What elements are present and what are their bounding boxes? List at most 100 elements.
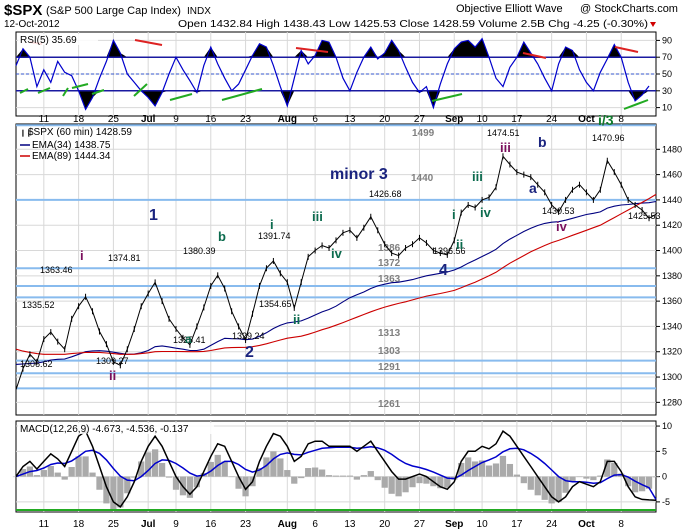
macd-y-tick-label: -5 bbox=[662, 497, 670, 507]
x-tick-label-top: 8 bbox=[618, 114, 624, 125]
price-y-tick-label: 1360 bbox=[662, 296, 682, 306]
macd-histogram-bar bbox=[256, 468, 263, 477]
macd-histogram-bar bbox=[318, 469, 326, 477]
price-level-label: 1261 bbox=[378, 399, 401, 410]
symbol-title: $SPX bbox=[4, 2, 42, 19]
price-y-tick-label: 1380 bbox=[662, 271, 682, 281]
x-tick-label-bottom: 10 bbox=[477, 519, 489, 530]
price-level-label: 1386 bbox=[378, 243, 401, 254]
macd-y-tick-label: 0 bbox=[662, 472, 667, 482]
macd-histogram-bar bbox=[221, 461, 228, 477]
macd-histogram-bar bbox=[263, 457, 270, 477]
macd-histogram-bar bbox=[499, 455, 507, 477]
divergence-line-green bbox=[71, 83, 89, 89]
price-annotation: 1335.52 bbox=[22, 300, 55, 310]
macd-histogram-bar bbox=[360, 475, 367, 477]
price-annotation: ii bbox=[456, 237, 463, 252]
ema34-line bbox=[15, 200, 657, 365]
chart-header: $SPX (S&P 500 Large Cap Index) INDX Obje… bbox=[4, 2, 678, 30]
price-y-tick-label: 1480 bbox=[662, 144, 682, 154]
divergence-line-green bbox=[431, 93, 463, 102]
divergence-line-green bbox=[221, 88, 263, 101]
price-annotation: 1396.56 bbox=[433, 246, 466, 256]
macd-histogram-bar bbox=[12, 476, 20, 478]
macd-histogram-bar bbox=[367, 471, 374, 477]
macd-histogram-bar bbox=[492, 463, 500, 477]
macd-histogram-bar bbox=[583, 476, 590, 479]
x-tick-label-top: 16 bbox=[205, 114, 217, 125]
price-level-label: 1363 bbox=[378, 274, 401, 285]
rsi-panel: 10 30 50 70 90 RSI(5) 35.69 bbox=[15, 31, 672, 117]
macd-histogram-bar bbox=[374, 476, 381, 481]
macd-histogram-bar bbox=[416, 476, 423, 484]
brand-label: Objective Elliott Wave bbox=[456, 3, 563, 15]
macd-histogram-bar bbox=[103, 476, 110, 504]
macd-histogram-bar bbox=[82, 456, 89, 477]
divergence-line-green bbox=[623, 99, 649, 110]
macd-histogram-bar bbox=[158, 462, 166, 477]
divergence-line-green bbox=[133, 83, 148, 97]
rsi-y-tick-label: 50 bbox=[662, 69, 672, 79]
price-y-tick-label: 1460 bbox=[662, 170, 682, 180]
price-annotation: b bbox=[538, 134, 547, 150]
price-annotation: 1306.62 bbox=[20, 359, 53, 369]
divergence-line-green bbox=[169, 93, 193, 101]
x-tick-label-bottom: 17 bbox=[511, 519, 523, 530]
macd-histogram-bar bbox=[562, 476, 569, 493]
macd-histogram-bar bbox=[124, 476, 131, 494]
x-tick-label-top: 23 bbox=[240, 114, 252, 125]
macd-histogram-bar bbox=[332, 475, 340, 477]
macd-histogram-bar bbox=[444, 476, 451, 488]
price-level-label: 1303 bbox=[378, 346, 401, 357]
price-annotation: 2 bbox=[245, 344, 254, 361]
macd-histogram-bar bbox=[409, 476, 416, 488]
x-tick-label-top: 27 bbox=[414, 114, 426, 125]
x-tick-label-top: Aug bbox=[278, 114, 297, 125]
macd-histogram-bar bbox=[75, 456, 82, 477]
macd-histogram-bar bbox=[298, 476, 305, 479]
macd-histogram-bar bbox=[284, 470, 291, 477]
macd-histogram-bar bbox=[485, 465, 493, 477]
x-axis-labels: 111118182525JulJul9916162323AugAug661313… bbox=[39, 114, 625, 530]
macd-histogram-bar bbox=[478, 460, 486, 477]
price-annotation: iii bbox=[312, 209, 323, 224]
macd-histogram-bar bbox=[590, 476, 597, 481]
x-tick-label-bottom: 18 bbox=[73, 519, 85, 530]
price-annotation: 1 bbox=[149, 207, 158, 224]
x-tick-label-bottom: Aug bbox=[278, 519, 297, 530]
divergence-line-green bbox=[19, 88, 29, 94]
x-tick-label-top: Oct bbox=[578, 114, 595, 125]
price-legend-icon: ❙❙ bbox=[20, 129, 32, 137]
price-annotation: 1363.46 bbox=[40, 265, 73, 275]
macd-histogram-bar bbox=[423, 476, 430, 484]
ema89-line bbox=[15, 193, 657, 355]
price-annotation: 1374.81 bbox=[108, 253, 141, 263]
macd-histogram-bar bbox=[172, 476, 180, 490]
macd-histogram-bar bbox=[291, 476, 298, 484]
price-annotation: 1426.68 bbox=[369, 189, 402, 199]
x-tick-label-top: 10 bbox=[477, 114, 489, 125]
macd-line bbox=[15, 429, 657, 508]
macd-histogram-bar bbox=[506, 463, 514, 477]
x-tick-label-top: 17 bbox=[511, 114, 523, 125]
x-tick-label-bottom: 24 bbox=[546, 519, 558, 530]
price-annotation: i bbox=[270, 217, 274, 232]
rsi-y-tick-label: 90 bbox=[662, 35, 672, 45]
price-level-label: 1499 bbox=[412, 128, 435, 139]
price-annotation: a bbox=[529, 180, 537, 196]
macd-histogram-bar bbox=[117, 476, 124, 508]
copyright-label: @ StockCharts.com bbox=[580, 3, 678, 15]
macd-histogram-bar bbox=[611, 462, 618, 477]
macd-histogram-bar bbox=[465, 457, 472, 477]
price-y-tick-label: 1440 bbox=[662, 195, 682, 205]
macd-histogram-bar bbox=[47, 465, 54, 477]
macd-histogram-bar bbox=[228, 476, 235, 478]
rsi-title: RSI(5) 35.69 bbox=[20, 35, 77, 46]
price-annotation: 4 bbox=[439, 262, 448, 279]
price-annotation: 1470.96 bbox=[592, 133, 625, 143]
macd-histogram-bar bbox=[346, 475, 354, 477]
price-annotation: iii bbox=[472, 169, 483, 184]
